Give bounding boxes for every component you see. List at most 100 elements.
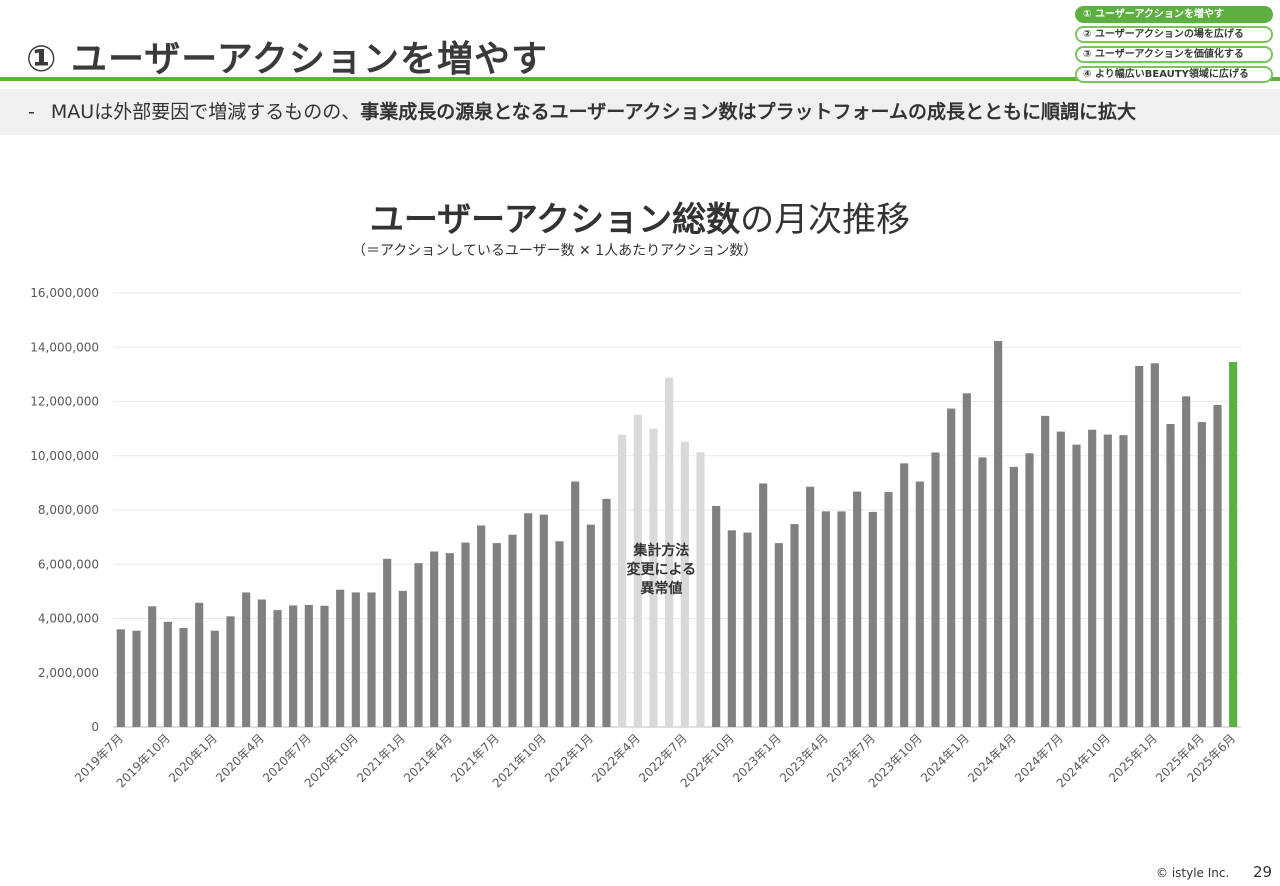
bar xyxy=(853,491,862,727)
bar-chart: 0 2,000,000 4,000,000 6,000,000 8,000,000 10,… xyxy=(30,286,1241,790)
bar xyxy=(508,534,517,727)
title-rule xyxy=(0,77,1280,81)
x-tick-label: 2023年4月 xyxy=(777,731,831,785)
bar xyxy=(1072,444,1081,727)
bar xyxy=(524,513,533,727)
bar xyxy=(602,498,611,727)
y-tick-label: 6,000,000 xyxy=(38,557,99,571)
bar xyxy=(398,590,407,727)
bar xyxy=(383,558,392,727)
bar xyxy=(743,532,752,727)
bar xyxy=(1166,424,1175,727)
bar xyxy=(649,428,658,727)
summary-prefix: - xyxy=(28,101,35,123)
bar xyxy=(1009,466,1018,727)
bar xyxy=(915,481,924,727)
summary-bold-text: 事業成長の源泉となるユーザーアクション数はプラットフォームの成長とともに順調に拡… xyxy=(360,101,1136,123)
bar xyxy=(492,543,501,727)
summary-bar: - MAUは外部要因で増減するものの、事業成長の源泉となるユーザーアクション数は… xyxy=(0,89,1280,135)
y-tick-labels: 0 2,000,000 4,000,000 6,000,000 8,000,000 10,… xyxy=(30,286,99,734)
annotation-line: 変更による xyxy=(627,561,697,578)
bar xyxy=(806,486,815,727)
bar xyxy=(242,592,251,727)
y-tick-label: 10,000,000 xyxy=(30,449,99,463)
bar xyxy=(1150,363,1159,727)
page-number: 29 xyxy=(1253,863,1273,881)
bar xyxy=(445,553,454,727)
bar xyxy=(116,629,125,727)
section-nav: ① ユーザーアクションを増やす ② ユーザーアクションの場を広げる ③ ユーザー… xyxy=(1075,6,1273,86)
bar xyxy=(712,505,721,727)
bar xyxy=(759,483,768,727)
nav-item-3[interactable]: ③ ユーザーアクションを価値化する xyxy=(1075,46,1273,63)
y-tick-label: 0 xyxy=(91,720,99,734)
y-tick-label: 16,000,000 xyxy=(30,286,99,300)
bar xyxy=(1197,422,1206,727)
bars xyxy=(116,341,1238,727)
bar xyxy=(195,602,204,727)
bar xyxy=(978,457,987,727)
bar xyxy=(461,542,470,727)
bar xyxy=(618,434,627,727)
x-tick-label: 2024年4月 xyxy=(965,731,1019,785)
chart-subtitle: （＝アクションしているユーザー数 ✕ 1人あたりアクション数） xyxy=(352,243,758,259)
bar xyxy=(210,630,219,727)
bar xyxy=(1103,434,1112,727)
bar xyxy=(132,630,141,727)
x-tick-label: 2021年4月 xyxy=(401,731,455,785)
bar xyxy=(837,511,846,727)
bar xyxy=(179,627,188,727)
nav-item-1[interactable]: ① ユーザーアクションを増やす xyxy=(1075,6,1273,23)
y-tick-label: 14,000,000 xyxy=(30,340,99,354)
bar xyxy=(351,592,360,727)
bar xyxy=(226,616,235,727)
bar xyxy=(1025,453,1034,727)
bar xyxy=(336,589,345,727)
y-tick-label: 12,000,000 xyxy=(30,395,99,409)
bar xyxy=(320,605,329,727)
bar xyxy=(257,599,266,727)
y-tick-label: 8,000,000 xyxy=(38,503,99,517)
bar xyxy=(1135,365,1144,727)
bar xyxy=(821,511,830,727)
bar xyxy=(586,524,595,727)
chart-title-normal: の月次推移 xyxy=(740,200,911,240)
bar xyxy=(931,452,940,727)
x-tick-label: 2024年1月 xyxy=(918,731,972,785)
chart-title: ユーザーアクション総数の月次推移 xyxy=(0,192,1280,241)
bar xyxy=(1088,429,1097,727)
bar xyxy=(680,441,689,727)
nav-item-2[interactable]: ② ユーザーアクションの場を広げる xyxy=(1075,26,1273,43)
bar xyxy=(1213,405,1222,727)
bar xyxy=(1056,431,1065,727)
bar xyxy=(1041,415,1050,727)
x-tick-label: 2022年4月 xyxy=(589,731,643,785)
x-tick-label: 2020年4月 xyxy=(213,731,267,785)
bar xyxy=(884,492,893,727)
summary-text: MAUは外部要因で増減するものの、 xyxy=(50,101,361,123)
annotation-line: 集計方法 xyxy=(632,542,689,559)
x-tick-labels: 2019年7月2019年10月2020年1月2020年4月2020年7月2020… xyxy=(72,731,1238,790)
bar xyxy=(962,393,971,727)
bar xyxy=(539,514,548,727)
bar xyxy=(665,377,674,727)
bar xyxy=(868,511,877,727)
y-tick-label: 4,000,000 xyxy=(38,612,99,626)
x-tick-label: 2020年1月 xyxy=(166,731,220,785)
bar xyxy=(414,563,423,727)
annotation-line: 異常値 xyxy=(640,580,682,597)
bar xyxy=(555,541,564,727)
bar xyxy=(304,604,313,727)
bar xyxy=(1119,435,1128,727)
bar xyxy=(163,621,172,727)
nav-item-4[interactable]: ④ より幅広いBEAUTY領域に広げる xyxy=(1075,66,1273,83)
y-tick-label: 2,000,000 xyxy=(38,666,99,680)
copyright: © istyle Inc. xyxy=(1156,866,1230,880)
page-title: ① ユーザーアクションを増やす xyxy=(26,39,549,80)
x-tick-label: 2022年1月 xyxy=(542,731,596,785)
bar xyxy=(273,610,282,727)
bar xyxy=(947,408,956,727)
bar xyxy=(994,341,1003,727)
bar xyxy=(900,463,909,727)
